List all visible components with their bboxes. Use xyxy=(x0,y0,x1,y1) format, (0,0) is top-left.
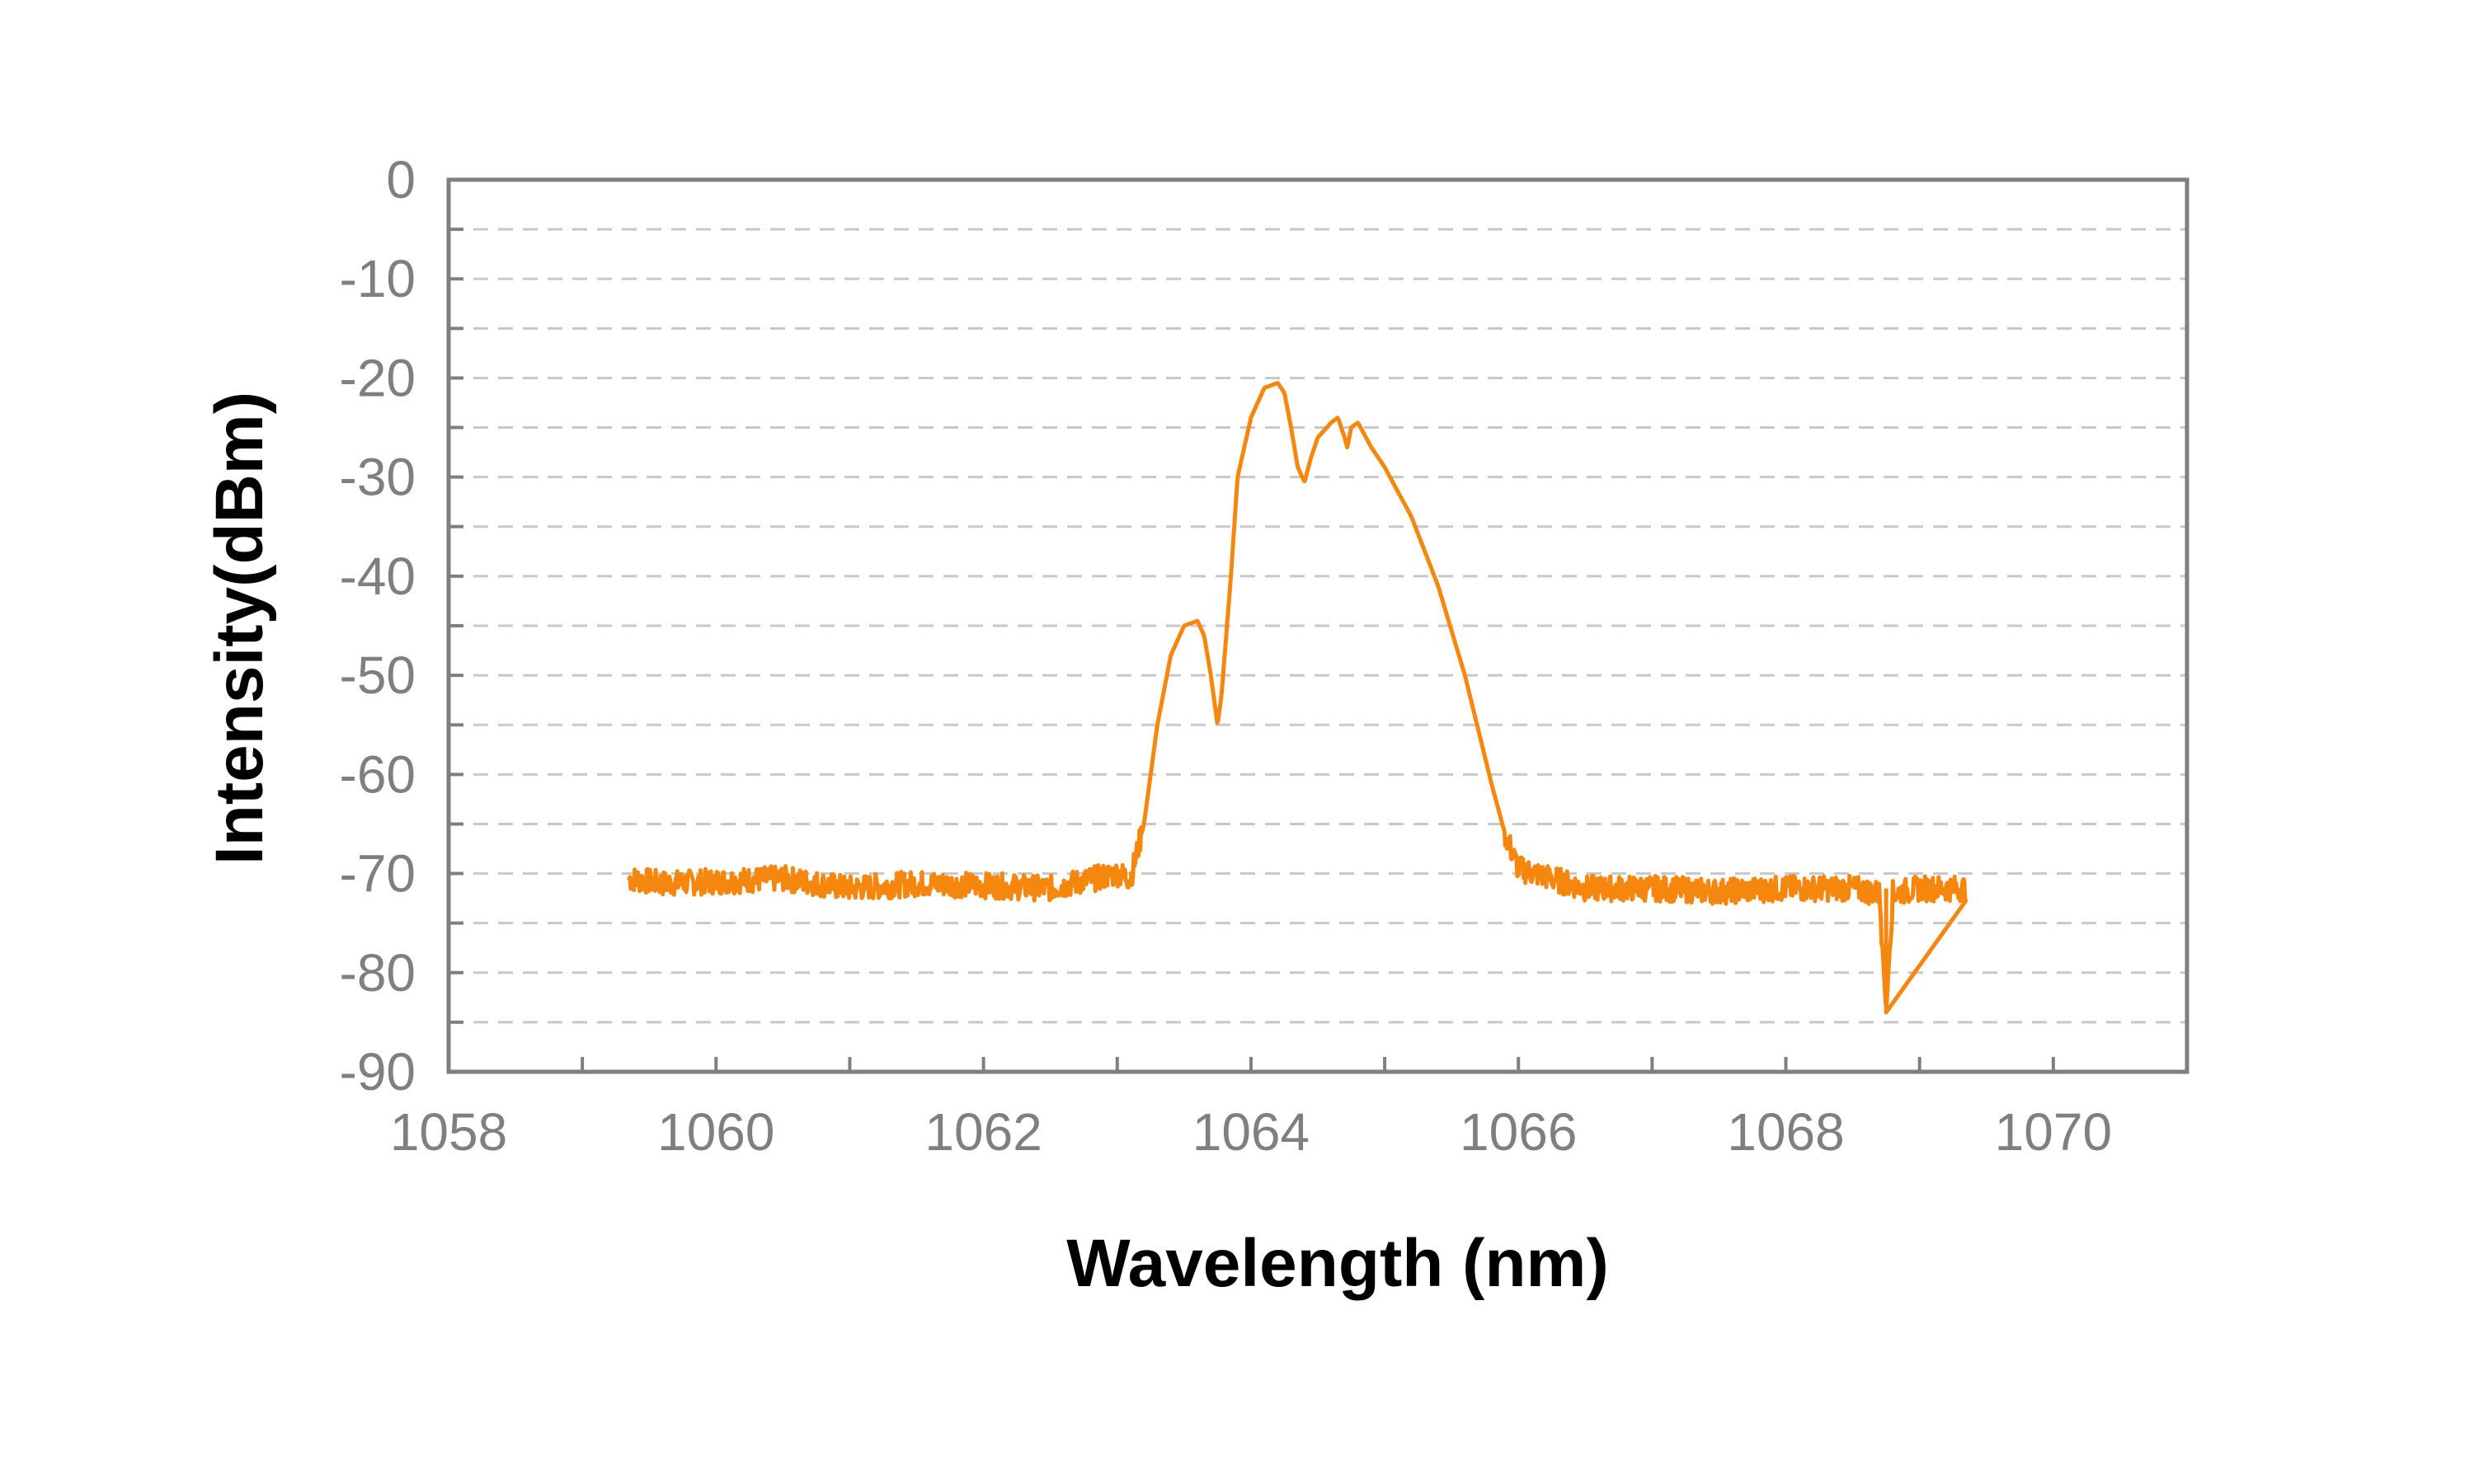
grid-lines xyxy=(449,228,2187,1024)
spectrum-line xyxy=(627,381,1968,1015)
x-tick-label: 1066 xyxy=(1460,1102,1577,1162)
x-tick-label: 1058 xyxy=(390,1102,507,1162)
y-tick-label: -40 xyxy=(340,547,416,606)
y-tick-label: -80 xyxy=(340,943,416,1003)
x-tick-label: 1070 xyxy=(1995,1102,2112,1162)
x-tick-label: 1062 xyxy=(924,1102,1042,1162)
x-axis-title: Wavelength (nm) xyxy=(1066,1226,1609,1301)
x-tick-label: 1060 xyxy=(657,1102,774,1162)
x-tick-label: 1064 xyxy=(1192,1102,1310,1162)
y-tick-label: -60 xyxy=(340,744,416,804)
x-tick-labels: 1058 1060 1062 1064 1066 1068 1070 xyxy=(390,1102,2112,1162)
y-tick-label: -10 xyxy=(340,249,416,308)
y-tick-label: -20 xyxy=(340,348,416,407)
y-tick-label: -30 xyxy=(340,448,416,507)
y-tick-label: -50 xyxy=(340,646,416,705)
y-tick-label: 0 xyxy=(386,150,416,209)
y-axis-title: Intensity(dBm) xyxy=(202,392,277,865)
y-tick-labels: 0 -10 -20 -30 -40 -50 -60 -70 -80 -90 xyxy=(340,150,416,1101)
y-tick-label: -70 xyxy=(340,844,416,904)
x-tick-label: 1068 xyxy=(1727,1102,1844,1162)
series-layer xyxy=(627,381,1968,1015)
tick-marks xyxy=(447,178,2189,1073)
y-tick-label: -90 xyxy=(340,1042,416,1101)
